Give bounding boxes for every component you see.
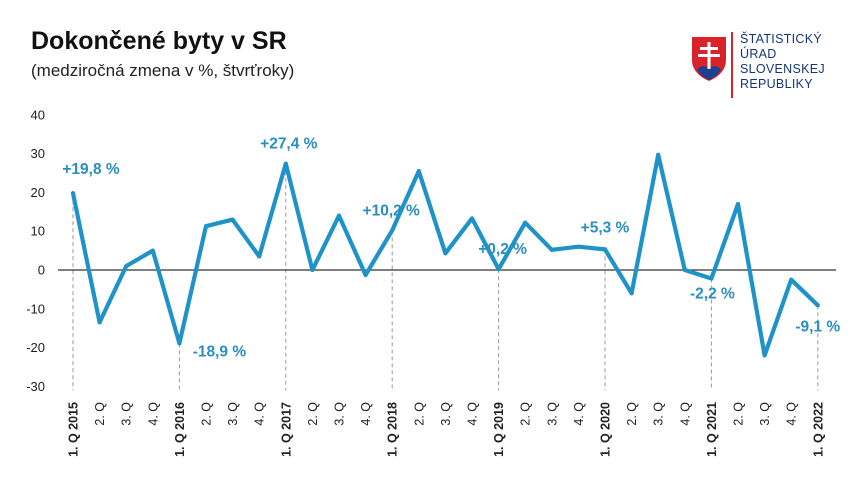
- slovak-coat-of-arms-icon: [690, 35, 728, 84]
- x-tick-label: 1. Q 2016: [173, 402, 187, 457]
- y-tick-label: 0: [38, 263, 45, 278]
- x-tick-label: 3. Q: [120, 402, 134, 426]
- data-label: -18,9 %: [193, 343, 247, 360]
- data-point: [283, 161, 288, 166]
- data-point: [390, 228, 395, 233]
- data-point: [363, 273, 368, 278]
- logo-line: ÚRAD: [740, 47, 777, 61]
- logo-line: ŠTATISTICKÝ: [740, 32, 823, 46]
- x-tick-label: 3. Q: [333, 402, 347, 426]
- x-tick-label: 1. Q 2019: [492, 402, 506, 457]
- data-point: [709, 276, 714, 281]
- data-label: +27,4 %: [260, 136, 318, 153]
- x-tick-label: 4. Q: [466, 402, 480, 426]
- x-tick-label: 3. Q: [226, 402, 240, 426]
- x-tick-label: 3. Q: [545, 402, 559, 426]
- data-point: [736, 202, 740, 207]
- statistical-office-logo: ŠTATISTICKÝ ÚRAD SLOVENSKEJ REPUBLIKY: [689, 30, 859, 105]
- x-tick-label: 1. Q 2021: [705, 402, 719, 457]
- y-tick-label: -30: [26, 379, 45, 394]
- data-point: [124, 264, 129, 269]
- data-point: [416, 169, 421, 174]
- data-point: [443, 251, 448, 256]
- data-point: [71, 191, 75, 196]
- x-tick-label: 3. Q: [758, 402, 772, 426]
- data-point: [470, 216, 474, 221]
- data-point: [789, 277, 794, 282]
- x-tick-label: 1. Q 2022: [811, 402, 825, 457]
- logo-line: REPUBLIKY: [740, 77, 813, 91]
- x-tick-label: 4. Q: [785, 402, 799, 426]
- x-tick-label: 2. Q: [732, 402, 746, 426]
- data-label: +10,2 %: [363, 202, 421, 219]
- x-tick-label: 4. Q: [253, 402, 267, 426]
- y-tick-label: 30: [31, 146, 45, 161]
- data-point: [815, 303, 820, 308]
- x-tick-label: 2. Q: [306, 402, 320, 426]
- data-point: [549, 247, 554, 252]
- data-label: -2,2 %: [690, 286, 735, 303]
- data-point: [177, 341, 182, 346]
- data-point: [496, 267, 501, 272]
- y-tick-label: -20: [26, 340, 45, 355]
- x-tick-label: 2. Q: [93, 402, 107, 426]
- data-point: [682, 268, 687, 272]
- logo-line: SLOVENSKEJ: [740, 62, 825, 76]
- x-tick-label: 2. Q: [519, 402, 533, 426]
- data-label: -9,1 %: [795, 318, 840, 335]
- data-point: [310, 268, 315, 272]
- data-point: [576, 244, 581, 249]
- data-point: [656, 152, 661, 157]
- y-tick-label: 20: [31, 185, 45, 200]
- x-tick-label: 3. Q: [439, 402, 453, 426]
- x-tick-label: 4. Q: [572, 402, 586, 426]
- data-point: [97, 320, 102, 325]
- x-tick-label: 4. Q: [678, 402, 692, 426]
- logo-divider: [731, 32, 733, 98]
- chart-subtitle: (medziročná zmena v %, štvrťroky): [31, 61, 295, 80]
- data-point: [523, 220, 528, 225]
- chart-title: Dokončené byty v SR: [31, 27, 287, 55]
- x-tick-label: 2. Q: [625, 402, 639, 426]
- y-tick-label: 10: [31, 224, 45, 239]
- data-label: +0,2 %: [478, 241, 527, 258]
- x-tick-label: 1. Q 2020: [599, 402, 613, 457]
- data-point: [337, 213, 341, 218]
- logo-text: ŠTATISTICKÝ ÚRAD SLOVENSKEJ REPUBLIKY: [740, 32, 825, 92]
- data-point: [204, 224, 208, 229]
- data-point: [603, 247, 607, 252]
- x-tick-label: 1. Q 2018: [386, 402, 400, 457]
- data-point: [230, 217, 235, 222]
- y-tick-label: -10: [26, 301, 45, 316]
- data-label: +19,8 %: [62, 161, 120, 178]
- x-tick-label: 2. Q: [412, 402, 426, 426]
- data-point: [629, 291, 634, 296]
- data-point: [150, 248, 155, 253]
- x-tick-label: 3. Q: [652, 402, 666, 426]
- x-tick-label: 1. Q 2015: [67, 402, 81, 457]
- x-tick-label: 4. Q: [359, 402, 373, 426]
- x-tick-label: 1. Q 2017: [279, 402, 293, 457]
- y-tick-label: 40: [31, 107, 45, 122]
- x-tick-label: 4. Q: [146, 402, 160, 426]
- data-point: [257, 254, 262, 259]
- x-tick-label: 2. Q: [200, 402, 214, 426]
- data-point: [762, 353, 767, 358]
- data-label: +5,3 %: [581, 219, 630, 236]
